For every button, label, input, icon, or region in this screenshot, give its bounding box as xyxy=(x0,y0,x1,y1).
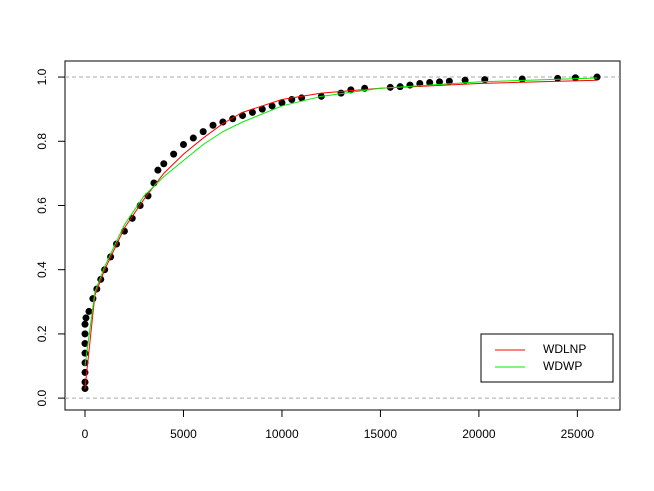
ecdf-point xyxy=(248,108,256,116)
y-tick-label: 0.2 xyxy=(35,325,49,342)
ecdf-point xyxy=(445,77,453,85)
plot-frame xyxy=(64,60,621,411)
ecdf-point xyxy=(154,166,162,174)
fit-line xyxy=(84,79,598,389)
ecdf-point xyxy=(179,140,187,148)
ecdf-point xyxy=(81,378,89,386)
ecdf-point xyxy=(436,78,444,86)
ecdf-point xyxy=(239,112,247,120)
fit-line xyxy=(84,77,598,367)
ecdf-point xyxy=(209,121,217,129)
legend-label: WDLNP xyxy=(543,342,586,356)
ecdf-point xyxy=(81,340,89,348)
y-tick-label: 0.8 xyxy=(35,133,49,150)
ecdf-point xyxy=(160,160,168,168)
y-tick-label: 0.0 xyxy=(35,389,49,406)
ecdf-point xyxy=(258,105,266,113)
ecdf-point xyxy=(82,314,90,322)
ecdf-point xyxy=(81,320,89,328)
ecdf-point xyxy=(554,74,562,82)
ecdf-point xyxy=(461,76,469,84)
ecdf-point xyxy=(89,295,97,303)
x-tick-label: 10000 xyxy=(265,427,299,441)
ecdf-point xyxy=(518,75,526,83)
legend-box xyxy=(480,333,614,383)
y-tick-label: 0.4 xyxy=(35,261,49,278)
legend-label: WDWP xyxy=(543,359,582,373)
ecdf-point xyxy=(406,81,414,89)
ecdf-point xyxy=(426,79,434,87)
ecdf-point xyxy=(571,74,579,82)
ecdf-point xyxy=(170,150,178,158)
ecdf-point xyxy=(219,118,227,126)
ecdf-point xyxy=(199,128,207,136)
ecdf-point xyxy=(189,134,197,142)
y-tick-label: 0.6 xyxy=(35,197,49,214)
ecdf-point xyxy=(593,73,601,81)
x-tick-label: 0 xyxy=(82,427,89,441)
x-tick-label: 15000 xyxy=(364,427,398,441)
ecdf-point xyxy=(85,307,93,315)
x-tick-label: 20000 xyxy=(462,427,496,441)
y-tick-label: 1.0 xyxy=(35,68,49,85)
ecdf-point xyxy=(81,330,89,338)
x-tick-label: 5000 xyxy=(170,427,197,441)
x-tick-label: 25000 xyxy=(561,427,595,441)
ecdf-point xyxy=(278,99,286,107)
ecdf-point xyxy=(268,102,276,110)
